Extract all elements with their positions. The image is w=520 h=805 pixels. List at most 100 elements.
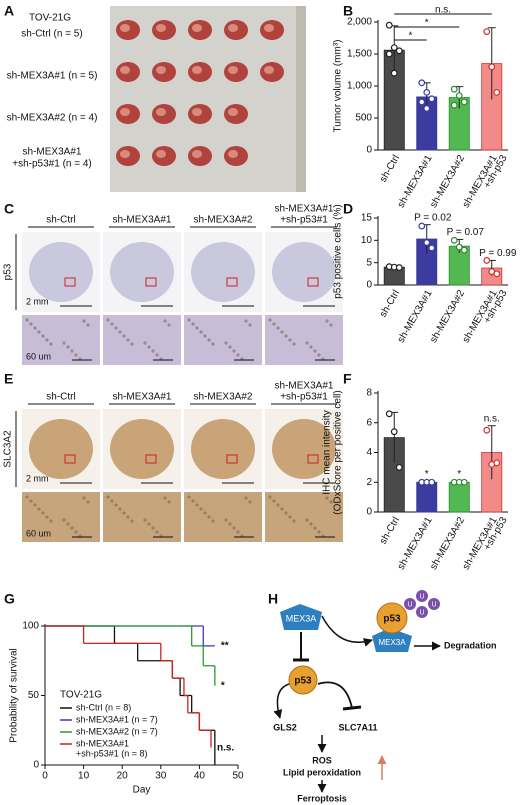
significance-label: n.s. bbox=[217, 742, 234, 753]
tumor-highlight bbox=[192, 24, 202, 32]
gls2-arrow bbox=[273, 683, 290, 719]
cell-texture bbox=[288, 515, 292, 519]
roi-box bbox=[307, 277, 319, 287]
cell-texture bbox=[244, 496, 248, 500]
cell-texture bbox=[329, 323, 333, 327]
scale-label: 2 mm bbox=[26, 296, 49, 306]
zoom-image bbox=[184, 315, 262, 365]
data-point bbox=[460, 478, 468, 486]
tissue-section bbox=[191, 419, 255, 479]
panel-label: F bbox=[343, 371, 352, 387]
data-point bbox=[455, 243, 463, 251]
data-point bbox=[418, 79, 426, 87]
cell-texture bbox=[74, 530, 78, 534]
cell-texture bbox=[288, 338, 292, 342]
ubiquitin bbox=[416, 606, 428, 618]
cell-texture bbox=[33, 326, 37, 330]
cell-texture bbox=[203, 334, 207, 338]
y-tick-label: 5 bbox=[366, 257, 372, 268]
zoom-image bbox=[22, 315, 100, 365]
y-tick-label: 10 bbox=[361, 235, 373, 246]
cell-texture bbox=[292, 519, 296, 523]
zoom-image bbox=[22, 492, 100, 542]
y-tick-label: 0 bbox=[33, 760, 39, 771]
panel-label: D bbox=[343, 201, 353, 217]
roi-box bbox=[145, 277, 157, 287]
x-axis-label: Day bbox=[133, 785, 151, 796]
y-axis-label: p53 positive cells (%) bbox=[333, 204, 344, 298]
y-tick-label: 8 bbox=[366, 388, 372, 399]
legend-label: sh-MEX3A#1 (n = 7) bbox=[76, 714, 158, 724]
cell-texture bbox=[224, 341, 228, 345]
complex-arrow bbox=[321, 615, 373, 647]
panel-label: C bbox=[4, 201, 14, 217]
cell-texture bbox=[126, 515, 130, 519]
tumor-highlight bbox=[192, 66, 202, 74]
panel-label: G bbox=[4, 591, 15, 607]
cell-texture bbox=[236, 353, 240, 357]
y-tick-label: 500 bbox=[355, 113, 372, 124]
y-tick-label: 2 bbox=[366, 477, 372, 488]
tissue-section bbox=[272, 242, 336, 302]
cell-texture bbox=[45, 515, 49, 519]
y-tick-label: 2,000 bbox=[347, 17, 372, 28]
column-header: sh-MEX3A#1 bbox=[275, 381, 334, 392]
group-label: sh-MEX3A#2 (n = 4) bbox=[7, 113, 98, 124]
roi-box bbox=[226, 454, 238, 464]
tumor-highlight bbox=[228, 24, 238, 32]
column-header: sh-Ctrl bbox=[46, 392, 75, 403]
column-header: +sh-p53#1 bbox=[280, 215, 328, 226]
ruler bbox=[296, 6, 306, 192]
ubiquitin bbox=[428, 598, 440, 610]
ubiquitin bbox=[404, 598, 416, 610]
ferroptosis-label: Ferroptosis bbox=[297, 793, 347, 803]
roi-box bbox=[64, 277, 76, 287]
tumor-highlight bbox=[192, 150, 202, 158]
y-tick-label: 1,000 bbox=[347, 81, 372, 92]
cell-texture bbox=[325, 496, 329, 500]
data-point bbox=[455, 92, 463, 99]
x-tick-label: sh-Ctrl bbox=[378, 153, 402, 184]
y-tick-label: 0 bbox=[366, 280, 372, 291]
cell-texture bbox=[74, 353, 78, 357]
significance-label: * bbox=[221, 680, 225, 691]
cell-texture bbox=[118, 330, 122, 334]
zoom-image bbox=[184, 492, 262, 542]
cell-texture bbox=[155, 353, 159, 357]
panel-label: B bbox=[343, 3, 353, 19]
column-header: sh-MEX3A#1 bbox=[113, 215, 172, 226]
tumor-highlight bbox=[156, 66, 166, 74]
slc7a11-bar bbox=[342, 705, 362, 711]
cell-texture bbox=[329, 500, 333, 504]
tumor-highlight bbox=[120, 150, 130, 158]
tumor-highlight bbox=[228, 108, 238, 116]
cell-texture bbox=[147, 522, 151, 526]
cell-texture bbox=[130, 519, 134, 523]
data-point bbox=[385, 21, 393, 29]
cell-texture bbox=[317, 530, 321, 534]
complex-p53-label: p53 bbox=[383, 614, 401, 625]
cell-texture bbox=[62, 341, 66, 345]
ubiquitin bbox=[416, 590, 428, 602]
x-tick-label: 40 bbox=[194, 771, 206, 782]
roi-box bbox=[226, 277, 238, 287]
cell-texture bbox=[163, 496, 167, 500]
y-tick-label: 0 bbox=[366, 145, 372, 156]
data-point bbox=[395, 264, 403, 271]
cell-texture bbox=[228, 522, 232, 526]
significance-label: P = 0.02 bbox=[414, 212, 452, 223]
column-header: sh-MEX3A#2 bbox=[194, 392, 253, 403]
data-point bbox=[418, 222, 426, 230]
cell-texture bbox=[151, 526, 155, 530]
column-header: sh-MEX3A#1 bbox=[275, 204, 334, 215]
mex3a-shape bbox=[280, 604, 322, 630]
group-label: sh-MEX3A#1 (n = 5) bbox=[7, 71, 98, 82]
x-tick-label: 50 bbox=[232, 771, 244, 782]
y-axis-label: (ODxScore per positive cell) bbox=[333, 390, 344, 514]
tumor-highlight bbox=[264, 66, 274, 74]
column-header: sh-Ctrl bbox=[46, 215, 75, 226]
legend-label: sh-Ctrl (n = 8) bbox=[76, 702, 131, 712]
p53-label: p53 bbox=[294, 676, 312, 687]
